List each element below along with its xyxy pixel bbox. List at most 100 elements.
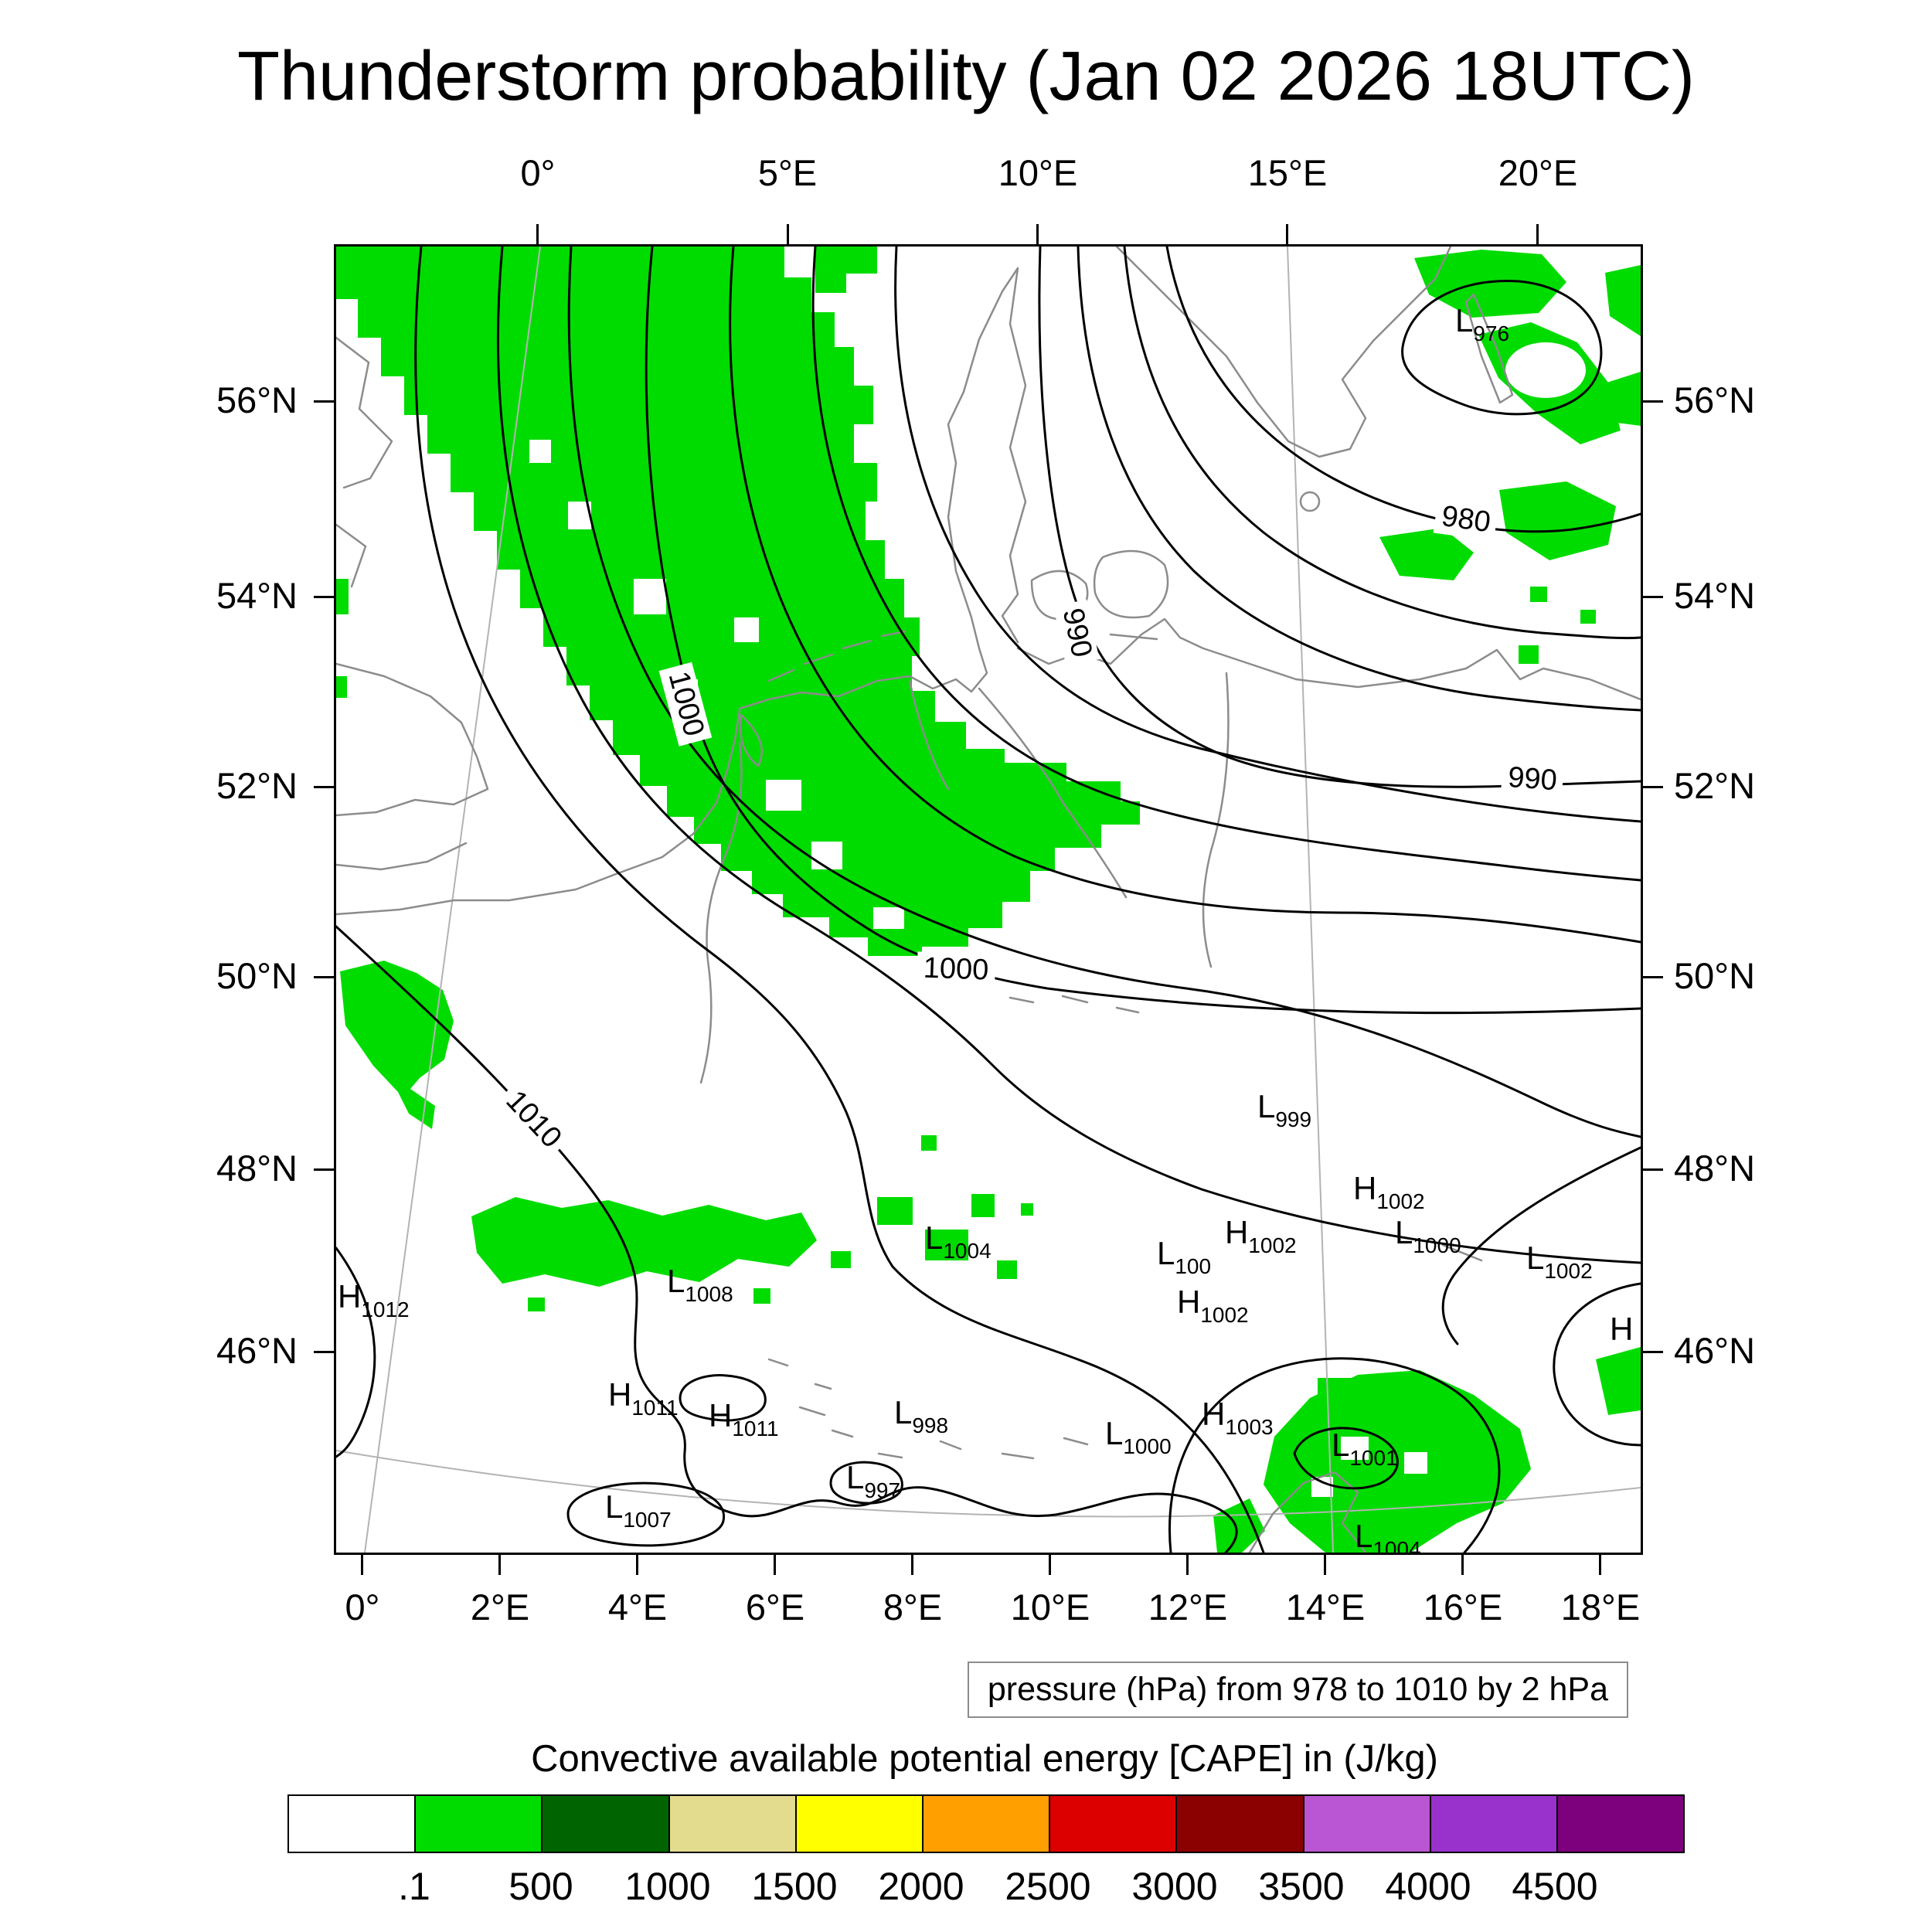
pressure-contours bbox=[336, 247, 1641, 1553]
left-axis-label: 56°N bbox=[216, 379, 298, 420]
left-axis-tick bbox=[314, 1351, 334, 1353]
right-axis-label: 54°N bbox=[1674, 575, 1756, 616]
right-axis-label: 50°N bbox=[1674, 955, 1756, 996]
cape-swatch bbox=[1050, 1796, 1178, 1852]
right-axis-label: 48°N bbox=[1674, 1148, 1756, 1189]
pressure-center: L1000 bbox=[1105, 1415, 1172, 1458]
colorbar-label: 1000 bbox=[624, 1865, 711, 1908]
cape-swatch bbox=[796, 1796, 923, 1852]
colorbar-label: 2500 bbox=[1005, 1865, 1091, 1908]
pressure-center: L997 bbox=[846, 1459, 901, 1502]
pressure-caption: pressure (hPa) from 978 to 1010 by 2 hPa bbox=[967, 1662, 1628, 1718]
colorbar-label: 3500 bbox=[1258, 1865, 1345, 1908]
map-graphics bbox=[336, 247, 1641, 1553]
right-axis-tick bbox=[1643, 400, 1663, 403]
colorbar-label: 3000 bbox=[1131, 1865, 1218, 1908]
top-axis-label: 10°E bbox=[998, 152, 1078, 193]
top-axis-label: 5°E bbox=[757, 152, 818, 193]
cape-shading-holes bbox=[529, 342, 1586, 1497]
cape-swatch bbox=[416, 1796, 543, 1852]
right-axis-tick bbox=[1643, 786, 1663, 788]
cape-swatch bbox=[1177, 1796, 1304, 1852]
bottom-axis-label: 2°E bbox=[470, 1587, 530, 1628]
bottom-axis-label: 12°E bbox=[1148, 1587, 1228, 1628]
left-axis-label: 46°N bbox=[216, 1330, 298, 1371]
pressure-center: L999 bbox=[1257, 1088, 1312, 1131]
colorbar-title: Convective available potential energy [C… bbox=[531, 1738, 1438, 1780]
top-axis-tick bbox=[787, 224, 789, 244]
cape-swatch bbox=[1557, 1796, 1684, 1852]
left-axis-tick bbox=[314, 596, 334, 598]
right-axis-tick bbox=[1643, 1168, 1663, 1171]
left-axis-label: 54°N bbox=[216, 575, 298, 616]
pressure-center: L1007 bbox=[605, 1488, 672, 1532]
cape-swatch bbox=[543, 1796, 670, 1852]
colorbar-label: 2000 bbox=[878, 1865, 964, 1908]
top-axis-label: 0° bbox=[520, 152, 556, 193]
pressure-center: H1002 bbox=[1225, 1214, 1297, 1257]
cape-swatch bbox=[1430, 1796, 1558, 1852]
coastlines bbox=[336, 247, 1641, 1553]
bottom-axis-tick bbox=[774, 1555, 776, 1575]
top-axis-label: 15°E bbox=[1247, 152, 1328, 193]
cape-swatch bbox=[289, 1796, 417, 1852]
right-axis-label: 52°N bbox=[1674, 765, 1756, 806]
bottom-axis-tick bbox=[911, 1555, 913, 1575]
bottom-axis-tick bbox=[1461, 1555, 1464, 1575]
cape-swatch bbox=[923, 1796, 1051, 1852]
bottom-axis-tick bbox=[1186, 1555, 1189, 1575]
pressure-center: L1000 bbox=[1395, 1214, 1461, 1257]
left-axis-tick bbox=[314, 786, 334, 788]
pressure-center: H1012 bbox=[338, 1278, 410, 1321]
bottom-axis-label: 6°E bbox=[745, 1587, 805, 1628]
colorbar-label: 1500 bbox=[751, 1865, 838, 1908]
cape-swatch bbox=[669, 1796, 797, 1852]
pressure-center: H bbox=[1610, 1311, 1634, 1347]
pressure-center: L1004 bbox=[1355, 1518, 1421, 1555]
bottom-axis-label: 16°E bbox=[1423, 1587, 1503, 1628]
map-area: 1000 980 990 990 1000 1010 L976 H1012 L1… bbox=[334, 244, 1643, 1555]
bottom-axis-label: 4°E bbox=[607, 1587, 668, 1628]
pressure-center: L100 bbox=[1157, 1235, 1212, 1278]
bottom-axis-tick bbox=[636, 1555, 638, 1575]
cape-colorbar bbox=[287, 1794, 1685, 1853]
bottom-axis-tick bbox=[1049, 1555, 1051, 1575]
pressure-center: H1002 bbox=[1353, 1170, 1425, 1213]
bottom-axis-label: 0° bbox=[345, 1587, 380, 1628]
pressure-center: L998 bbox=[894, 1394, 949, 1437]
top-axis-label: 20°E bbox=[1498, 152, 1578, 193]
pressure-center: L976 bbox=[1455, 302, 1510, 345]
pressure-center: L1001 bbox=[1332, 1427, 1398, 1470]
pressure-center: L1004 bbox=[925, 1219, 992, 1263]
colorbar-label: 500 bbox=[509, 1865, 573, 1908]
pressure-center: H1011 bbox=[709, 1397, 779, 1440]
top-axis-tick bbox=[1036, 224, 1039, 244]
pressure-center: H1011 bbox=[608, 1376, 679, 1420]
top-axis-tick bbox=[1536, 224, 1539, 244]
left-axis-tick bbox=[314, 400, 334, 403]
left-axis-tick bbox=[314, 976, 334, 978]
top-axis-tick bbox=[536, 224, 539, 244]
cape-swatch bbox=[1304, 1796, 1431, 1852]
contour-label: 990 bbox=[1500, 760, 1565, 799]
page-title: Thunderstorm probability (Jan 02 2026 18… bbox=[237, 38, 1695, 115]
pressure-center: H1003 bbox=[1202, 1396, 1274, 1439]
pressure-center: H1002 bbox=[1177, 1284, 1249, 1327]
bottom-axis-label: 10°E bbox=[1010, 1587, 1090, 1628]
bottom-axis-label: 14°E bbox=[1285, 1587, 1366, 1628]
bottom-axis-tick bbox=[361, 1555, 363, 1575]
colorbar-label: 4000 bbox=[1385, 1865, 1471, 1908]
left-axis-label: 50°N bbox=[216, 955, 298, 996]
right-axis-tick bbox=[1643, 1351, 1663, 1353]
right-axis-tick bbox=[1643, 596, 1663, 598]
contour-label: 1000 bbox=[916, 951, 996, 988]
colorbar-label: .1 bbox=[398, 1865, 430, 1908]
colorbar-label: 4500 bbox=[1512, 1865, 1598, 1908]
left-axis-label: 48°N bbox=[216, 1148, 298, 1189]
right-axis-label: 46°N bbox=[1674, 1330, 1756, 1371]
top-axis-tick bbox=[1286, 224, 1288, 244]
pressure-center: L1002 bbox=[1526, 1240, 1593, 1283]
bottom-axis-tick bbox=[498, 1555, 501, 1575]
right-axis-label: 56°N bbox=[1674, 379, 1756, 420]
